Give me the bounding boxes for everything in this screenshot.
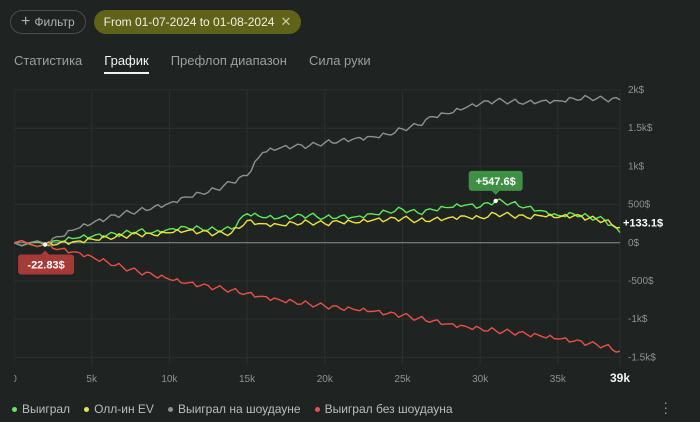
legend: Выиграл Олл-ин EV Выиграл на шоудауне Вы… <box>12 402 453 416</box>
legend-label: Выиграл без шоудауна <box>324 402 453 416</box>
x-tick-label: 25k <box>394 374 411 385</box>
x-tick-label: 10k <box>161 374 178 385</box>
tab-graph[interactable]: График <box>104 53 149 74</box>
tab-hand-strength[interactable]: Сила руки <box>308 53 371 68</box>
series-line <box>13 94 621 247</box>
legend-marker <box>314 406 320 412</box>
legend-item-non-showdown[interactable]: Выиграл без шоудауна <box>314 402 453 416</box>
plus-icon: + <box>21 13 31 30</box>
legend-item-showdown[interactable]: Выиграл на шоудауне <box>167 402 301 416</box>
more-options-icon[interactable]: · · · <box>663 394 668 420</box>
x-tick-label: 35k <box>550 374 567 385</box>
peak-label: +547.6$ <box>476 176 516 188</box>
tab-bar: Статистика График Префлоп диапазон Сила … <box>14 53 371 74</box>
y-tick-label: -500$ <box>628 276 654 287</box>
y-tick-label: -1k$ <box>628 314 648 325</box>
y-tick-label: 2k$ <box>628 85 645 96</box>
low-point <box>42 242 48 247</box>
legend-marker <box>84 406 90 412</box>
end-value-label: +133.1$ <box>623 218 663 230</box>
date-range-label: From 01-07-2024 to 01-08-2024 <box>103 15 275 29</box>
series-line <box>13 198 621 247</box>
legend-marker <box>167 406 173 412</box>
peak-point <box>493 198 498 204</box>
x-tick-label: 5k <box>86 374 98 385</box>
x-tick-label: 39k <box>610 371 630 385</box>
y-tick-label: 0$ <box>628 238 640 249</box>
x-tick-label: 15k <box>239 374 256 385</box>
tab-preflop-range[interactable]: Префлоп диапазон <box>170 53 287 68</box>
y-tick-label: -1.5k$ <box>628 352 656 363</box>
x-tick-label: 0 <box>14 374 17 385</box>
legend-label: Выиграл на шоудауне <box>177 402 301 416</box>
peak-label-box <box>468 170 523 191</box>
filter-button-label: Фильтр <box>34 15 75 29</box>
legend-item-allin-ev[interactable]: Олл-ин EV <box>84 402 154 416</box>
low-label-pointer <box>41 250 50 255</box>
low-label: -22.83$ <box>27 260 64 272</box>
low-label-box <box>18 254 75 275</box>
legend-label: Выиграл <box>22 402 71 416</box>
close-icon[interactable]: ✕ <box>280 14 292 29</box>
y-tick-label: 1.5k$ <box>628 123 653 134</box>
legend-label: Олл-ин EV <box>94 402 154 416</box>
x-tick-label: 20k <box>317 374 334 385</box>
tab-statistics[interactable]: Статистика <box>14 53 83 68</box>
series-line <box>13 239 621 353</box>
y-tick-label: 1k$ <box>628 161 645 172</box>
legend-marker <box>12 406 17 412</box>
peak-label-pointer <box>491 190 500 195</box>
y-tick-label: 500$ <box>628 200 651 211</box>
chart-svg: 2k$ 1.5k$ 1k$ 500$ 0$ -500$ -1k$ -1.5k$ 0 5k 10k 15… <box>11 85 663 385</box>
x-tick-label: 30k <box>472 374 489 385</box>
date-range-chip[interactable]: From 01-07-2024 to 01-08-2024 ✕ <box>93 10 302 34</box>
series-line <box>13 211 621 248</box>
chart-panel: 2k$ 1.5k$ 1k$ 500$ 0$ -500$ -1k$ -1.5k$ 0 5k 10k 15… <box>11 80 688 392</box>
legend-item-won[interactable]: Выиграл <box>12 402 70 416</box>
filter-button[interactable]: + Фильтр <box>10 10 86 34</box>
filter-bar: + Фильтр From 01-07-2024 to 01-08-2024 ✕ <box>10 10 302 34</box>
